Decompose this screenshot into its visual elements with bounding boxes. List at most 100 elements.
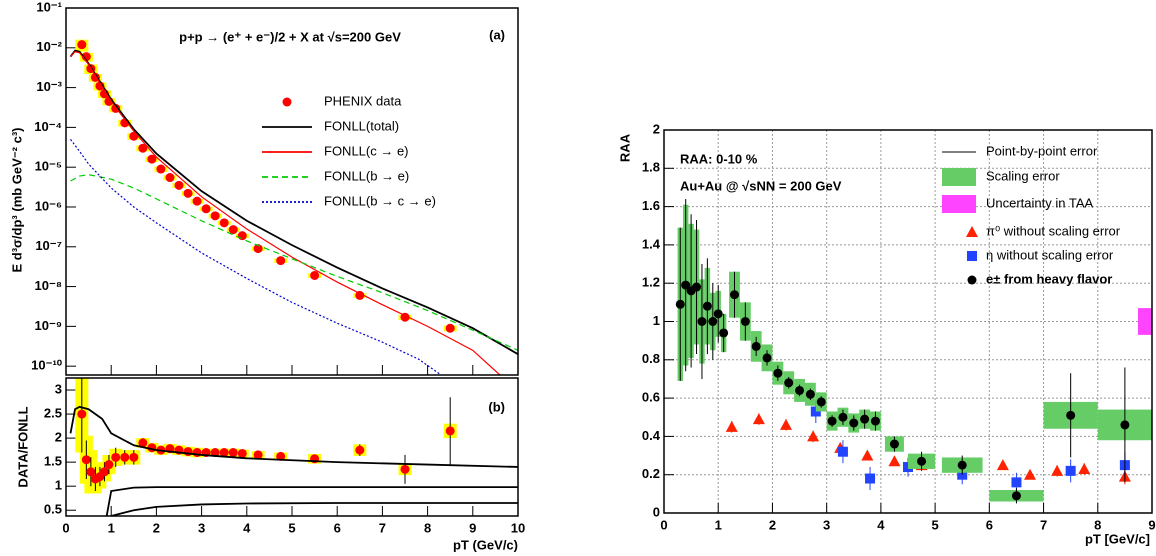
point [1011, 491, 1021, 501]
legend-label: FONLL(c → e) [324, 143, 409, 158]
y-tick-label: 1.4 [642, 236, 661, 251]
x-tick-label: 4 [243, 520, 251, 535]
point [228, 448, 238, 458]
point [77, 40, 87, 50]
legend-box [942, 195, 976, 213]
plot-area [69, 39, 518, 375]
point [675, 299, 685, 309]
point [865, 473, 876, 484]
point [237, 448, 247, 458]
point [697, 317, 707, 326]
y-tick-label: 10⁻³ [36, 79, 62, 94]
plot-area [69, 378, 518, 516]
point [773, 368, 783, 378]
point [889, 439, 899, 449]
point [917, 456, 927, 466]
point [445, 426, 455, 436]
y-tick-label: 10⁻⁸ [35, 278, 62, 293]
frame [65, 377, 519, 517]
x-tick-label: 3 [198, 520, 205, 535]
point [183, 188, 193, 198]
panel: 10⁻¹⁰ 10⁻⁹ 10⁻⁸ 10⁻⁷ 10⁻⁶ 10⁻⁵ 10⁻⁴ 10⁻³ 10⁻² 10⁻… [31, 0, 519, 376]
point [751, 341, 761, 351]
legend-label: η without scaling error [986, 247, 1114, 262]
point [81, 455, 91, 465]
point [1051, 464, 1064, 476]
point [400, 464, 410, 474]
legend-label: Uncertainty in TAA [986, 195, 1094, 210]
point [77, 409, 87, 419]
legend-label: PHENIX data [324, 93, 402, 108]
legend-box [942, 168, 976, 186]
legend-marker [967, 251, 977, 261]
x-tick-label: 10 [511, 520, 525, 535]
point [237, 231, 247, 241]
y-tick-label: 10⁻⁴ [34, 119, 62, 134]
point [228, 225, 238, 235]
point [138, 143, 148, 153]
x-tick-label: 6 [986, 517, 993, 532]
legend-label: Point-by-point error [986, 143, 1098, 158]
y-tick-label: 1.5 [44, 454, 62, 469]
point [201, 204, 211, 214]
y-tick-label: 1 [55, 478, 62, 493]
x-tick-label: 4 [877, 517, 885, 532]
point [681, 280, 691, 290]
point [111, 452, 121, 462]
point [104, 460, 114, 470]
frame [663, 129, 1153, 514]
point [310, 270, 320, 280]
x-tick-label: 9 [1148, 517, 1155, 532]
point [1011, 477, 1022, 488]
frame [65, 7, 519, 376]
point [805, 389, 815, 399]
x-tick-label: 7 [1040, 517, 1047, 532]
x-tick-label: 0 [62, 520, 69, 535]
point [870, 416, 880, 426]
x-tick-label: 6 [334, 520, 341, 535]
y-axis-label: E d³σ/dp³ (mb GeV⁻² c³) [9, 127, 24, 272]
point [86, 467, 96, 477]
y-tick-label: 0.5 [44, 502, 62, 517]
y-tick-label: 10⁻⁶ [35, 198, 62, 213]
plot-area [675, 198, 1152, 504]
y-tick-label: 0.6 [642, 390, 660, 405]
y-tick-label: 10⁻² [36, 39, 62, 54]
point [1065, 465, 1076, 476]
y-axis-label: DATA/FONLL [15, 406, 30, 487]
point [276, 256, 286, 266]
x-tick-label: 5 [288, 520, 295, 535]
panel: 0.5 1 1.5 2 2.5 3 0 1 2 3 4 5 6 7 8 9 10 [44, 377, 525, 535]
point [445, 323, 455, 333]
x-tick-label: 9 [469, 520, 476, 535]
point [120, 452, 130, 462]
point [702, 301, 712, 311]
point [1078, 462, 1091, 474]
point [138, 438, 148, 448]
point [816, 397, 826, 407]
point [129, 452, 139, 462]
x-tick-label: 1 [108, 520, 115, 535]
y-tick-label: 1 [653, 313, 660, 328]
point [174, 180, 184, 190]
point [355, 290, 365, 300]
panel-label: (b) [488, 399, 505, 414]
legend-label: FONLL(total) [324, 118, 399, 133]
x-tick-label: 8 [1094, 517, 1101, 532]
point [762, 353, 772, 363]
y-tick-label: 1.2 [642, 275, 660, 290]
legend-marker [967, 275, 977, 285]
legend-label: e± from heavy flavor [986, 271, 1112, 286]
point [1024, 468, 1036, 480]
curve [110, 502, 518, 516]
y-tick-label: 1.8 [642, 160, 660, 175]
point [827, 416, 837, 426]
x-tick-label: 7 [379, 520, 386, 535]
point [725, 420, 738, 432]
point [692, 282, 702, 292]
point [219, 448, 229, 458]
point [740, 317, 750, 326]
y-tick-label: 2.5 [44, 406, 62, 421]
taa-box [1138, 308, 1152, 335]
